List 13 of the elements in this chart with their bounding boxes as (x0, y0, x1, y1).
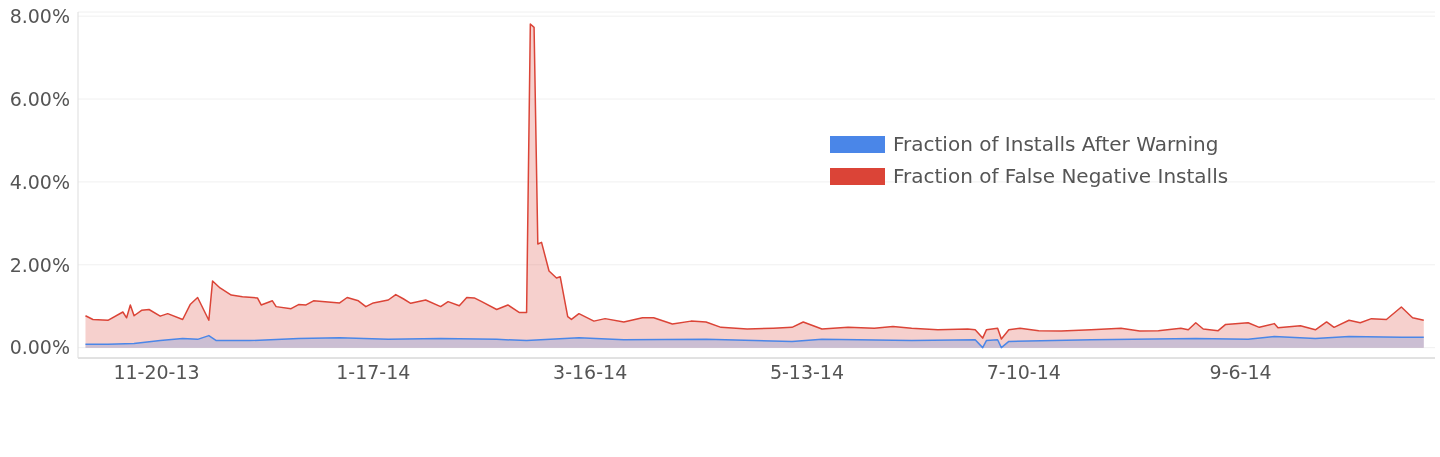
x-tick-label: 11-20-13 (113, 361, 200, 384)
x-tick-label: 1-17-14 (336, 361, 411, 384)
x-tick-label: 5-13-14 (769, 361, 845, 384)
x-tick-label: 9-6-14 (1209, 361, 1272, 384)
y-tick-label: 4.00% (9, 170, 70, 193)
y-tick-label: 8.00% (9, 4, 70, 27)
y-tick-label: 0.00% (9, 336, 70, 359)
x-tick-label: 7-10-14 (986, 361, 1061, 384)
x-tick-label: 3-16-14 (553, 361, 628, 384)
y-tick-label: 6.00% (9, 87, 70, 110)
legend-label: Fraction of False Negative Installs (893, 164, 1229, 188)
legend-label: Fraction of Installs After Warning (893, 132, 1219, 156)
y-tick-label: 2.00% (9, 253, 70, 276)
